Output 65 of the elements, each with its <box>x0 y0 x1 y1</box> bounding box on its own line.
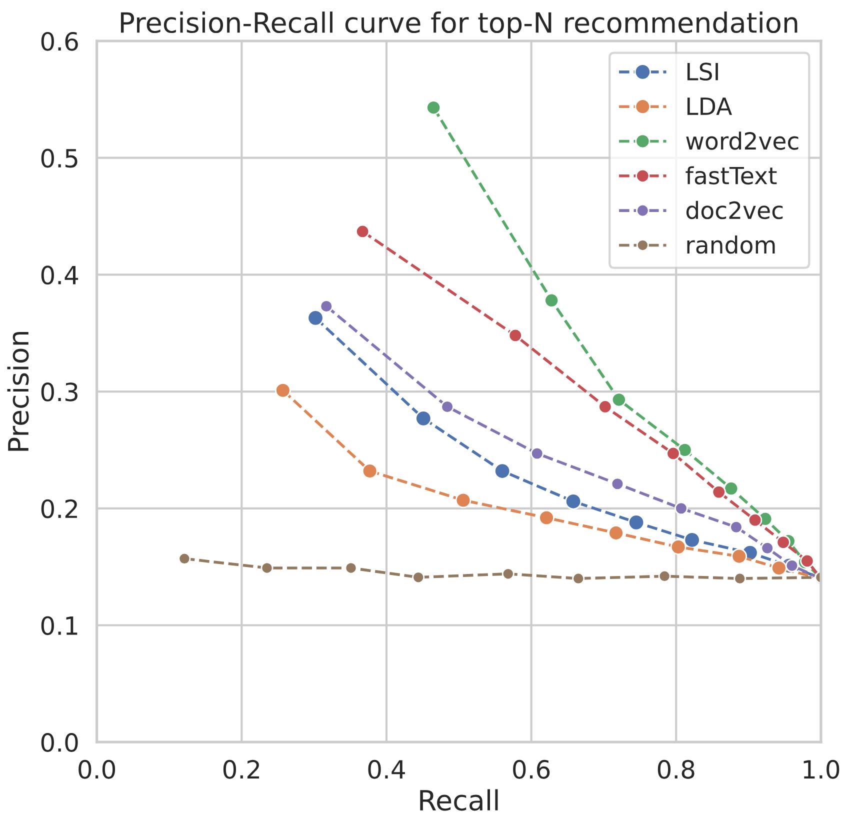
point <box>611 392 626 408</box>
point <box>508 328 522 343</box>
point <box>502 568 514 580</box>
point <box>320 300 334 313</box>
point <box>731 548 748 564</box>
point <box>598 400 612 414</box>
point <box>776 535 790 550</box>
x-tick-label: 0.2 <box>223 760 260 779</box>
legend-label: fastText <box>686 166 777 184</box>
point <box>608 525 624 541</box>
y-tick-label: 0.3 <box>41 382 78 402</box>
x-tick-label: 0.6 <box>513 760 550 779</box>
y-tick-label: 0.2 <box>41 499 77 518</box>
point <box>426 100 442 116</box>
point <box>455 492 472 508</box>
point <box>730 520 743 534</box>
legend-label: random <box>687 236 775 254</box>
point <box>674 502 688 516</box>
point <box>800 554 814 568</box>
point <box>538 510 554 526</box>
y-tick-label: 0.6 <box>41 32 78 51</box>
x-tick-label: 1.0 <box>804 760 840 779</box>
point <box>275 382 291 398</box>
point <box>628 514 645 531</box>
point <box>684 532 700 548</box>
point <box>658 570 671 582</box>
point <box>260 562 274 574</box>
point <box>530 446 544 460</box>
point <box>785 558 799 572</box>
point <box>440 400 454 414</box>
x-axis-title: Recall <box>420 789 498 811</box>
point <box>412 571 425 584</box>
point <box>712 484 726 500</box>
point <box>724 481 739 496</box>
x-tick-label: 0.4 <box>368 760 405 779</box>
y-tick-label: 0.1 <box>41 616 78 636</box>
point <box>666 446 680 461</box>
point <box>344 562 358 574</box>
y-tick-label: 0.4 <box>41 266 78 285</box>
point <box>670 539 686 555</box>
legend-label: LSI <box>687 62 718 81</box>
point <box>677 442 692 458</box>
chart-title: Precision-Recall curve for top-N recommendation <box>120 12 798 38</box>
point <box>564 493 582 510</box>
legend-label: LDA <box>687 98 732 115</box>
point <box>415 410 432 427</box>
legend-label: word2vec <box>686 132 798 150</box>
point <box>734 572 746 585</box>
point <box>572 572 585 585</box>
point <box>771 560 787 576</box>
point <box>610 477 624 491</box>
legend-label: doc2vec <box>686 200 783 220</box>
y-axis-title: Precision <box>7 332 29 451</box>
point <box>544 292 560 308</box>
x-tick-label: 0.0 <box>78 760 116 779</box>
y-tick-label: 0.0 <box>41 733 78 752</box>
point <box>356 224 370 239</box>
point <box>362 463 378 479</box>
point <box>178 552 191 565</box>
point <box>307 310 324 326</box>
point <box>494 462 511 480</box>
y-tick-label: 0.5 <box>41 148 78 168</box>
point <box>748 513 762 528</box>
x-tick-label: 0.8 <box>658 760 694 779</box>
point <box>760 541 774 555</box>
